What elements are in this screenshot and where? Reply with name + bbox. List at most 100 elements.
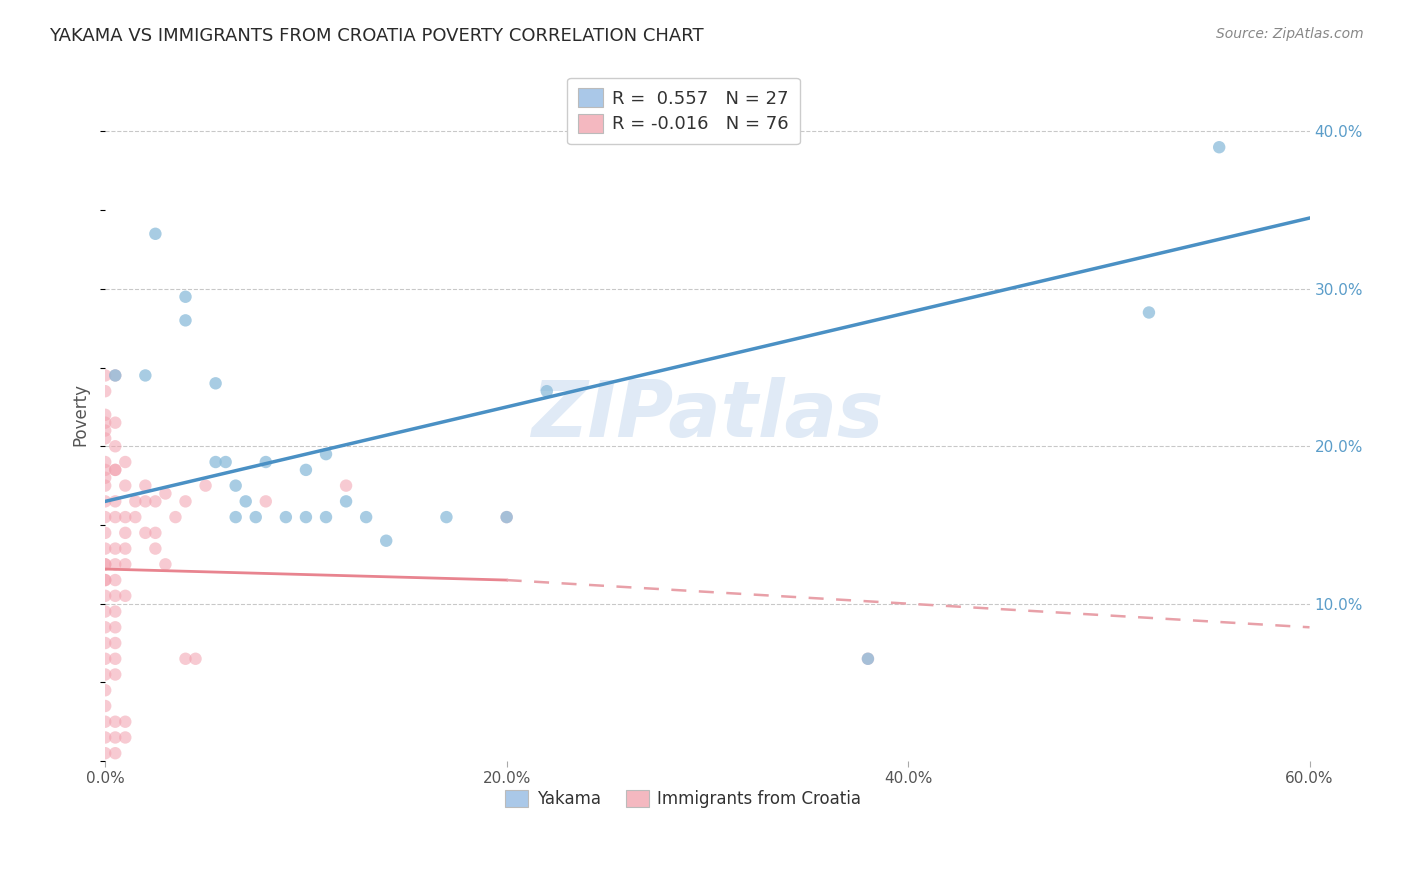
Point — [104, 541, 127, 556]
Point — [114, 455, 136, 469]
Point — [254, 455, 277, 469]
Point — [315, 447, 337, 461]
Point — [375, 533, 398, 548]
Point — [165, 510, 187, 524]
Point — [204, 455, 226, 469]
Point — [104, 714, 127, 729]
Point — [145, 525, 167, 540]
Point — [495, 510, 517, 524]
Point — [94, 698, 117, 713]
Point — [94, 589, 117, 603]
Point — [1208, 140, 1230, 154]
Point — [94, 471, 117, 485]
Point — [94, 683, 117, 698]
Point — [94, 652, 117, 666]
Point — [104, 463, 127, 477]
Point — [94, 384, 117, 399]
Legend: Yakama, Immigrants from Croatia: Yakama, Immigrants from Croatia — [499, 783, 868, 815]
Point — [94, 558, 117, 572]
Point — [225, 510, 247, 524]
Point — [94, 455, 117, 469]
Point — [104, 573, 127, 587]
Point — [536, 384, 558, 399]
Point — [155, 486, 177, 500]
Point — [94, 368, 117, 383]
Point — [335, 494, 357, 508]
Point — [134, 525, 156, 540]
Point — [145, 541, 167, 556]
Point — [104, 620, 127, 634]
Point — [436, 510, 458, 524]
Point — [94, 494, 117, 508]
Point — [145, 227, 167, 241]
Text: ZIPatlas: ZIPatlas — [531, 376, 883, 453]
Point — [104, 636, 127, 650]
Y-axis label: Poverty: Poverty — [72, 384, 89, 446]
Point — [94, 573, 117, 587]
Point — [104, 605, 127, 619]
Point — [104, 416, 127, 430]
Point — [94, 714, 117, 729]
Point — [354, 510, 377, 524]
Point — [104, 439, 127, 453]
Point — [94, 667, 117, 681]
Point — [104, 494, 127, 508]
Point — [174, 313, 197, 327]
Point — [315, 510, 337, 524]
Point — [114, 525, 136, 540]
Point — [155, 558, 177, 572]
Point — [124, 494, 146, 508]
Point — [114, 589, 136, 603]
Point — [134, 368, 156, 383]
Point — [495, 510, 517, 524]
Text: Source: ZipAtlas.com: Source: ZipAtlas.com — [1216, 27, 1364, 41]
Text: YAKAMA VS IMMIGRANTS FROM CROATIA POVERTY CORRELATION CHART: YAKAMA VS IMMIGRANTS FROM CROATIA POVERT… — [49, 27, 704, 45]
Point — [94, 573, 117, 587]
Point — [94, 541, 117, 556]
Point — [114, 714, 136, 729]
Point — [235, 494, 257, 508]
Point — [856, 652, 879, 666]
Point — [134, 494, 156, 508]
Point — [204, 376, 226, 391]
Point — [104, 589, 127, 603]
Point — [1137, 305, 1160, 319]
Point — [274, 510, 297, 524]
Point — [94, 478, 117, 492]
Point — [94, 431, 117, 445]
Point — [114, 478, 136, 492]
Point — [245, 510, 267, 524]
Point — [225, 478, 247, 492]
Point — [94, 731, 117, 745]
Point — [94, 416, 117, 430]
Point — [104, 667, 127, 681]
Point — [94, 463, 117, 477]
Point — [254, 494, 277, 508]
Point — [335, 478, 357, 492]
Point — [94, 636, 117, 650]
Point — [94, 746, 117, 760]
Point — [124, 510, 146, 524]
Point — [114, 558, 136, 572]
Point — [104, 652, 127, 666]
Point — [856, 652, 879, 666]
Point — [104, 510, 127, 524]
Point — [134, 478, 156, 492]
Point — [114, 541, 136, 556]
Point — [94, 510, 117, 524]
Point — [145, 494, 167, 508]
Point — [295, 510, 318, 524]
Point — [104, 368, 127, 383]
Point — [94, 558, 117, 572]
Point — [94, 525, 117, 540]
Point — [94, 424, 117, 438]
Point — [184, 652, 207, 666]
Point — [104, 368, 127, 383]
Point — [174, 652, 197, 666]
Point — [94, 620, 117, 634]
Point — [104, 558, 127, 572]
Point — [94, 408, 117, 422]
Point — [104, 731, 127, 745]
Point — [94, 605, 117, 619]
Point — [194, 478, 217, 492]
